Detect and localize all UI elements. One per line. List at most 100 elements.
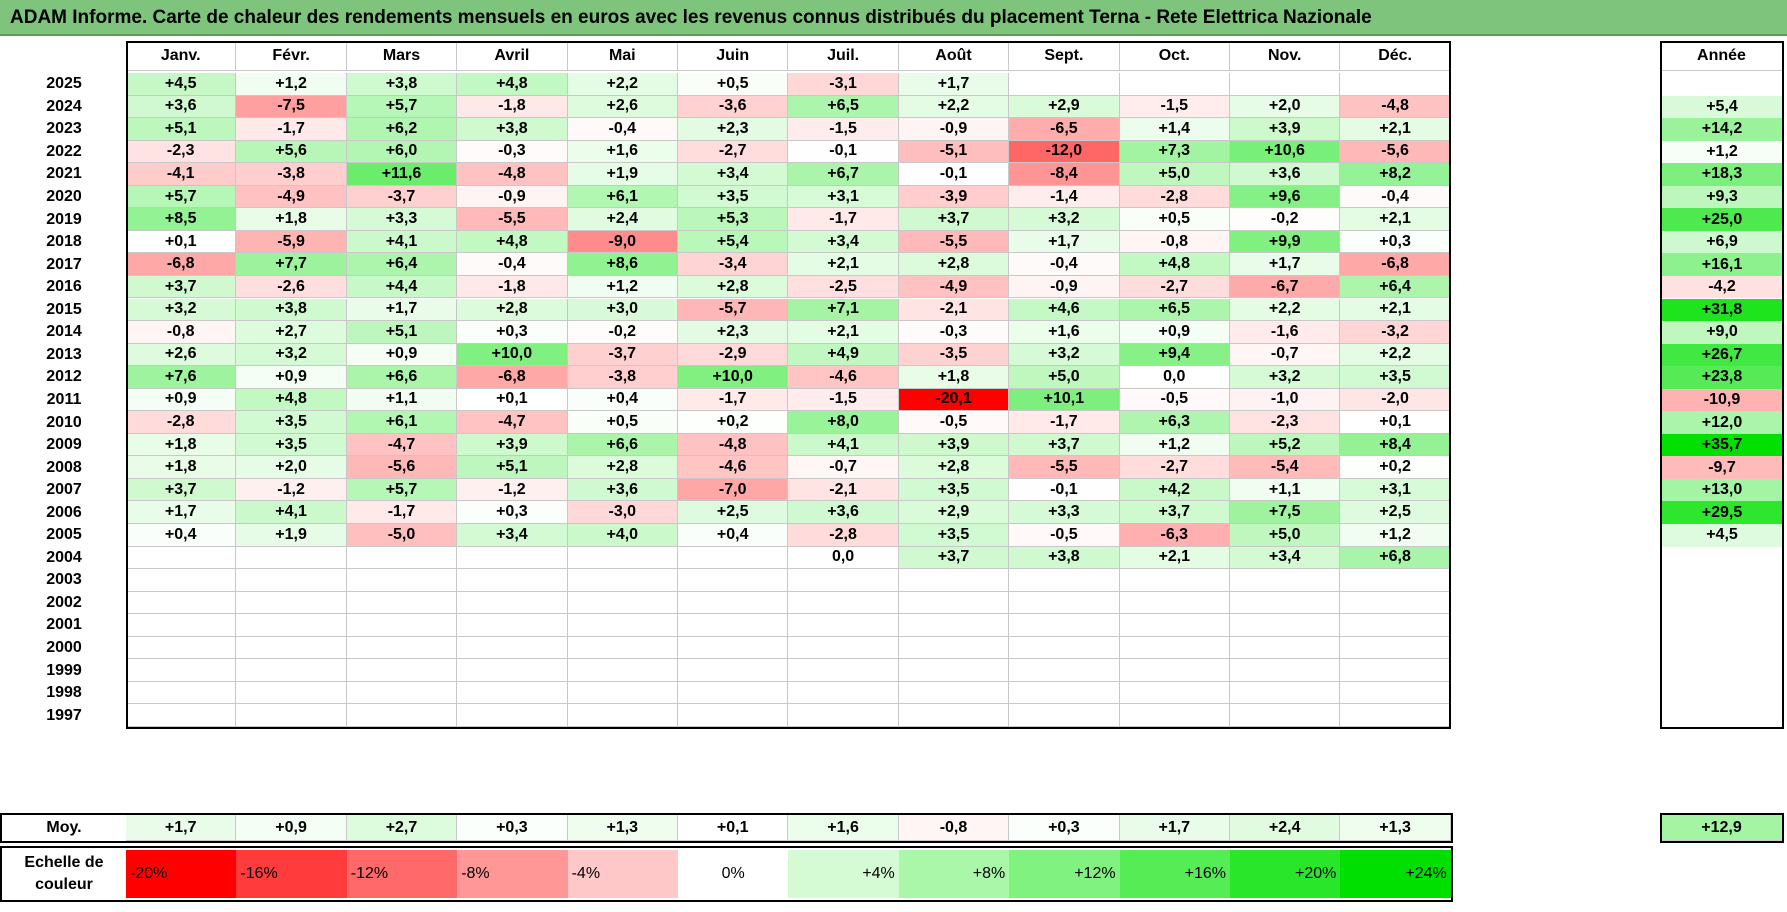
heatmap-cell: +0,9 bbox=[346, 343, 458, 367]
heatmap-cell bbox=[1230, 636, 1341, 660]
scale-swatch: -4% bbox=[567, 850, 678, 898]
heatmap-cell: -3,8 bbox=[236, 163, 347, 186]
heatmap-cell: +0,3 bbox=[1340, 230, 1451, 254]
annual-cell: +1,2 bbox=[1660, 140, 1784, 164]
heatmap-cell: +2,1 bbox=[788, 321, 899, 344]
heatmap-cell: -1,2 bbox=[236, 478, 347, 502]
heatmap-cell: +5,0 bbox=[1230, 524, 1341, 547]
heatmap-cell: -3,1 bbox=[788, 73, 899, 96]
chart-title: ADAM Informe. Carte de chaleur des rende… bbox=[10, 7, 1372, 28]
annual-cell: +35,7 bbox=[1660, 433, 1784, 457]
heatmap-cell: +2,2 bbox=[1340, 343, 1451, 367]
year-label: 1999 bbox=[4, 659, 124, 682]
year-label: 2020 bbox=[4, 185, 124, 209]
heatmap-cell: +3,2 bbox=[1009, 343, 1120, 367]
heatmap-cell: -4,7 bbox=[346, 433, 458, 457]
year-label: 2017 bbox=[4, 253, 124, 276]
heatmap-cell bbox=[567, 546, 678, 570]
heatmap-cell: -4,6 bbox=[788, 366, 899, 389]
heatmap-cell: +3,3 bbox=[346, 208, 458, 231]
heatmap-cell: +1,9 bbox=[236, 524, 347, 547]
heatmap-cell: -2,1 bbox=[788, 478, 899, 502]
month-header: Sept. bbox=[1009, 41, 1120, 71]
heatmap-cell: +4,8 bbox=[1119, 253, 1230, 276]
title-bar: ADAM Informe. Carte de chaleur des rende… bbox=[0, 0, 1787, 36]
heatmap-cell: -2,3 bbox=[126, 140, 237, 164]
heatmap-cell: +2,9 bbox=[1009, 95, 1120, 119]
heatmap-cell: +5,1 bbox=[346, 321, 458, 344]
heatmap-cell: +2,9 bbox=[898, 501, 1010, 524]
annual-cell: +23,8 bbox=[1660, 366, 1784, 389]
heatmap-cell: -5,6 bbox=[1340, 140, 1451, 164]
year-label: 2018 bbox=[4, 230, 124, 254]
heatmap-cell: -0,2 bbox=[567, 321, 678, 344]
heatmap-cell: +3,6 bbox=[788, 501, 899, 524]
heatmap-cell: +6,5 bbox=[788, 95, 899, 119]
heatmap-cell: +3,9 bbox=[898, 433, 1010, 457]
heatmap-cell: +4,0 bbox=[567, 524, 678, 547]
heatmap-cell: +0,5 bbox=[567, 411, 678, 434]
heatmap-cell bbox=[788, 636, 899, 660]
heatmap-cell: +10,6 bbox=[1230, 140, 1341, 164]
heatmap-cell: +0,4 bbox=[567, 388, 678, 412]
heatmap-cell bbox=[346, 659, 458, 682]
heatmap-cell: -0,7 bbox=[1230, 343, 1341, 367]
annual-cell: +31,8 bbox=[1660, 298, 1784, 322]
heatmap-cell: +0,3 bbox=[457, 321, 568, 344]
annual-cell: +18,3 bbox=[1660, 163, 1784, 186]
heatmap-cell: -4,7 bbox=[457, 411, 568, 434]
heatmap-cell bbox=[126, 636, 237, 660]
heatmap-cell: +6,6 bbox=[346, 366, 458, 389]
heatmap-cell: -3,7 bbox=[346, 185, 458, 209]
heatmap-cell: +5,2 bbox=[1230, 433, 1341, 457]
heatmap-cell: -1,8 bbox=[457, 275, 568, 299]
heatmap-cell bbox=[346, 704, 458, 727]
heatmap-cell: -0,4 bbox=[1009, 253, 1120, 276]
heatmap-cell: +3,8 bbox=[346, 73, 458, 96]
annual-cell: +4,5 bbox=[1660, 524, 1784, 547]
heatmap-cell bbox=[126, 704, 237, 727]
heatmap-cell: +6,5 bbox=[1119, 298, 1230, 322]
heatmap-cell: -0,8 bbox=[126, 321, 237, 344]
heatmap-cell: +0,1 bbox=[126, 230, 237, 254]
heatmap-cell bbox=[678, 659, 789, 682]
heatmap-cell bbox=[567, 681, 678, 705]
heatmap-cell bbox=[126, 569, 237, 592]
heatmap-cell: +3,6 bbox=[126, 95, 237, 119]
heatmap-cell: +5,1 bbox=[457, 456, 568, 479]
heatmap-cell: +2,3 bbox=[678, 321, 789, 344]
heatmap-cell: +0,3 bbox=[457, 501, 568, 524]
heatmap-cell bbox=[898, 569, 1010, 592]
heatmap-cell bbox=[678, 681, 789, 705]
heatmap-cell: +3,5 bbox=[236, 433, 347, 457]
heatmap-cell: +3,1 bbox=[788, 185, 899, 209]
month-header: Août bbox=[898, 41, 1010, 71]
heatmap-cell: +1,6 bbox=[1009, 321, 1120, 344]
year-label: 2000 bbox=[4, 636, 124, 660]
month-header: Juil. bbox=[788, 41, 899, 71]
heatmap-cell: +6,6 bbox=[567, 433, 678, 457]
heatmap-cell bbox=[457, 546, 568, 570]
average-label: Moy. bbox=[4, 815, 124, 841]
heatmap-cell bbox=[1340, 681, 1451, 705]
heatmap-cell: +3,8 bbox=[1009, 546, 1120, 570]
heatmap-cell: +4,8 bbox=[457, 230, 568, 254]
heatmap-cell: +4,8 bbox=[457, 73, 568, 96]
heatmap-cell: +4,1 bbox=[788, 433, 899, 457]
heatmap-cell: -3,4 bbox=[678, 253, 789, 276]
heatmap-cell bbox=[457, 704, 568, 727]
heatmap-cell: +0,1 bbox=[457, 388, 568, 412]
heatmap-cell: +3,8 bbox=[236, 298, 347, 322]
heatmap-cell: +10,0 bbox=[457, 343, 568, 367]
heatmap-cell: +3,5 bbox=[1340, 366, 1451, 389]
heatmap-cell: +7,3 bbox=[1119, 140, 1230, 164]
heatmap-cell: -0,2 bbox=[1230, 208, 1341, 231]
heatmap-cell bbox=[1119, 73, 1230, 96]
heatmap-cell bbox=[678, 546, 789, 570]
heatmap-cell: +1,7 bbox=[1230, 253, 1341, 276]
heatmap-cell: +1,7 bbox=[898, 73, 1010, 96]
year-label: 2023 bbox=[4, 118, 124, 141]
month-header: Mars bbox=[346, 41, 458, 71]
heatmap-cell: -5,6 bbox=[346, 456, 458, 479]
heatmap-cell bbox=[236, 546, 347, 570]
